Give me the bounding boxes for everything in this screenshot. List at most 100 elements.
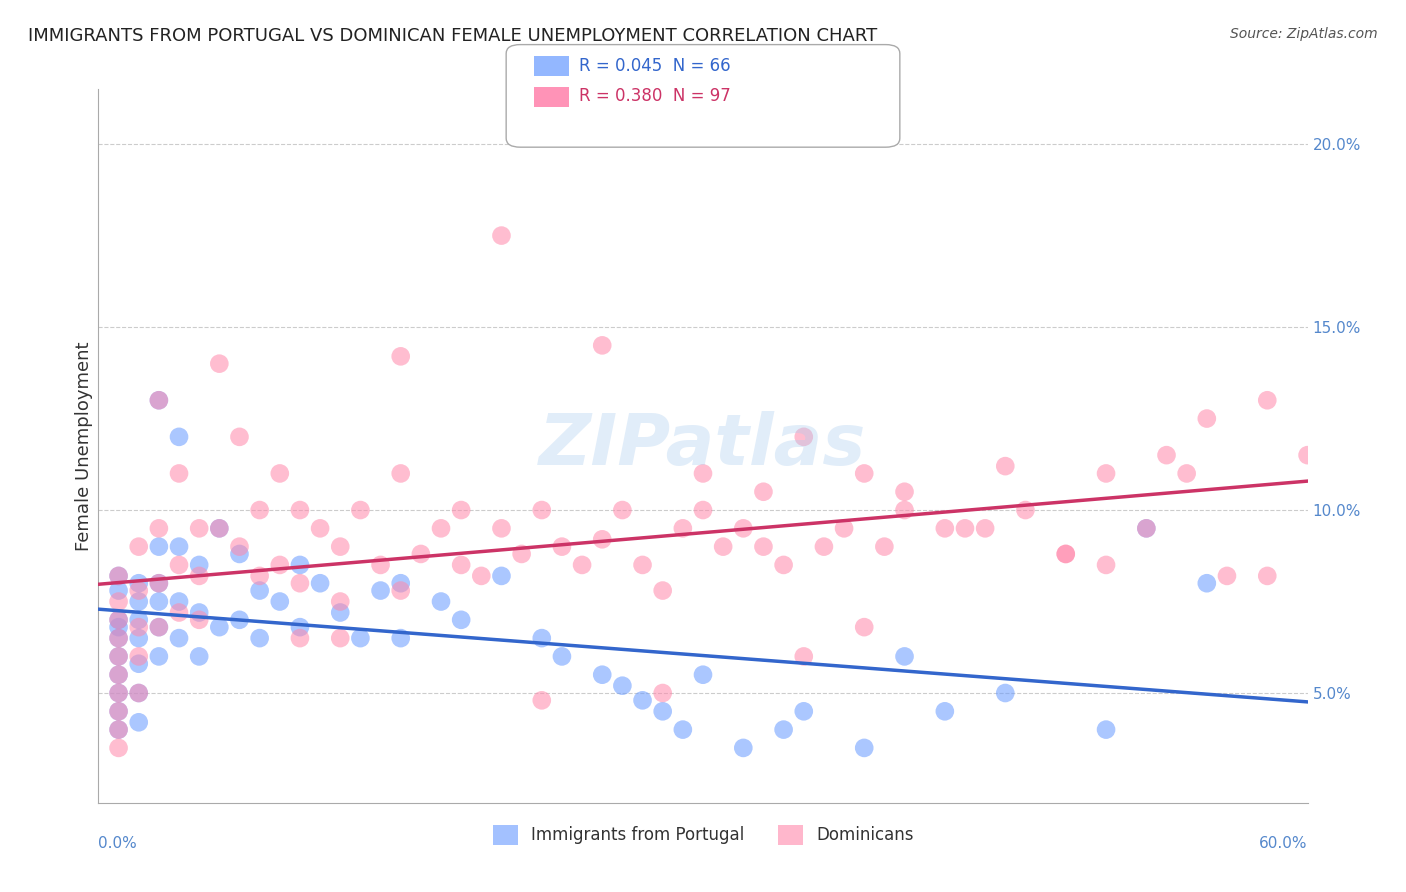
Point xyxy=(409,547,432,561)
Point xyxy=(470,569,492,583)
Point xyxy=(107,686,129,700)
Point xyxy=(148,393,170,408)
Point xyxy=(107,583,129,598)
Point xyxy=(107,569,129,583)
Point xyxy=(1054,547,1077,561)
Point xyxy=(672,723,695,737)
Point xyxy=(107,613,129,627)
Point xyxy=(551,540,574,554)
Point xyxy=(772,558,794,572)
Point xyxy=(107,686,129,700)
Point xyxy=(752,540,775,554)
Point xyxy=(128,686,150,700)
Point xyxy=(148,576,170,591)
Point xyxy=(1095,558,1118,572)
Point xyxy=(491,228,513,243)
Point xyxy=(1095,467,1118,481)
Point xyxy=(893,484,915,499)
Point xyxy=(711,540,734,554)
Point xyxy=(370,558,392,572)
Point xyxy=(107,649,129,664)
Point xyxy=(269,558,291,572)
Point xyxy=(288,503,311,517)
Point xyxy=(370,583,392,598)
Point xyxy=(813,540,835,554)
Point xyxy=(309,576,332,591)
Point xyxy=(128,715,150,730)
Point xyxy=(107,620,129,634)
Point xyxy=(530,631,553,645)
Point xyxy=(893,503,915,517)
Point xyxy=(107,704,129,718)
Point xyxy=(612,679,634,693)
Point xyxy=(591,338,613,352)
Point xyxy=(430,594,453,608)
Point xyxy=(269,594,291,608)
Point xyxy=(249,583,271,598)
Text: ZIPatlas: ZIPatlas xyxy=(540,411,866,481)
Point xyxy=(269,467,291,481)
Point xyxy=(692,667,714,681)
Point xyxy=(167,606,190,620)
Point xyxy=(128,576,150,591)
Point xyxy=(167,467,190,481)
Point xyxy=(389,583,412,598)
Point xyxy=(953,521,976,535)
Point xyxy=(148,540,170,554)
Point xyxy=(349,503,371,517)
Point xyxy=(249,569,271,583)
Point xyxy=(692,503,714,517)
Y-axis label: Female Unemployment: Female Unemployment xyxy=(75,342,93,550)
Point xyxy=(530,693,553,707)
Point xyxy=(128,649,150,664)
Point xyxy=(148,576,170,591)
Point xyxy=(107,704,129,718)
Point xyxy=(167,631,190,645)
Point xyxy=(1095,723,1118,737)
Point xyxy=(692,467,714,481)
Point xyxy=(551,649,574,664)
Point xyxy=(672,521,695,535)
Point xyxy=(873,540,896,554)
Point xyxy=(208,521,231,535)
Point xyxy=(651,704,673,718)
Point xyxy=(450,613,472,627)
Point xyxy=(188,649,211,664)
Point xyxy=(329,594,352,608)
Point xyxy=(450,558,472,572)
Point xyxy=(853,620,876,634)
Point xyxy=(1014,503,1036,517)
Point xyxy=(974,521,997,535)
Point xyxy=(208,620,231,634)
Point xyxy=(148,620,170,634)
Point xyxy=(1296,448,1319,462)
Point xyxy=(752,484,775,499)
Point xyxy=(288,631,311,645)
Point xyxy=(1216,569,1239,583)
Point xyxy=(329,606,352,620)
Point xyxy=(893,649,915,664)
Text: 60.0%: 60.0% xyxy=(1260,836,1308,851)
Point xyxy=(288,576,311,591)
Point xyxy=(309,521,332,535)
Point xyxy=(249,503,271,517)
Point xyxy=(128,583,150,598)
Point xyxy=(934,704,956,718)
Point xyxy=(832,521,855,535)
Point xyxy=(793,704,815,718)
Point xyxy=(167,430,190,444)
Point xyxy=(148,594,170,608)
Point xyxy=(188,521,211,535)
Point xyxy=(208,521,231,535)
Point xyxy=(1054,547,1077,561)
Point xyxy=(733,521,755,535)
Point xyxy=(107,667,129,681)
Point xyxy=(107,631,129,645)
Point xyxy=(1135,521,1157,535)
Point xyxy=(1195,411,1218,425)
Point xyxy=(571,558,593,572)
Point xyxy=(228,430,250,444)
Point xyxy=(651,686,673,700)
Point xyxy=(128,540,150,554)
Point xyxy=(389,349,412,363)
